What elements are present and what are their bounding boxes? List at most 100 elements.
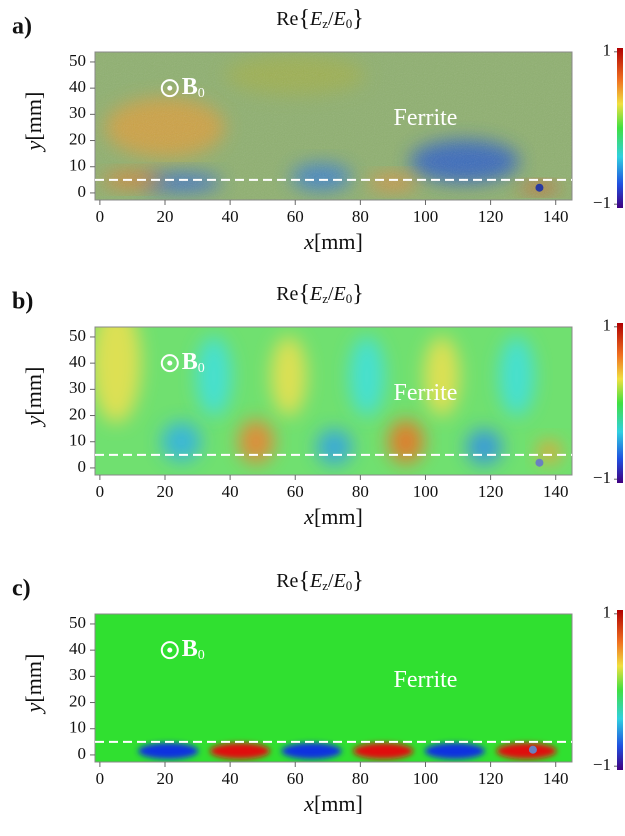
material-label: Ferrite [393, 380, 457, 406]
x-label-unit: [mm] [314, 229, 363, 254]
title-part: Re [276, 8, 298, 30]
title-part: { [298, 281, 310, 307]
x-tick-label: 120 [478, 769, 504, 788]
field-symbol-dot [167, 85, 173, 91]
colorbar-tick-label: −1 [593, 193, 611, 212]
source-point [535, 458, 544, 467]
x-tick-label: 40 [222, 482, 239, 501]
field-noise [95, 52, 572, 200]
colorbar [617, 610, 623, 770]
field-label-main: B [182, 636, 198, 662]
y-tick-label: 10 [69, 718, 86, 737]
x-tick-label: 0 [96, 769, 105, 788]
title-part: / [328, 8, 334, 30]
field [95, 327, 572, 475]
x-tick-label: 20 [157, 769, 174, 788]
y-tick-label: 30 [69, 378, 86, 397]
x-tick-label: 40 [222, 769, 239, 788]
x-tick-label: 120 [478, 482, 504, 501]
colorbar-tick-label: 1 [603, 603, 612, 622]
title-part: E [309, 570, 322, 592]
field-blob [316, 428, 353, 465]
y-label-unit: [mm] [21, 92, 46, 141]
plot-frame [94, 51, 573, 201]
y-label-var: y [21, 415, 46, 427]
title-part: / [328, 570, 334, 592]
title-part: z [322, 291, 328, 306]
x-label-var: x [303, 504, 314, 529]
field-label: B0 [182, 636, 205, 664]
chart-title: Re{Ez/E0} [276, 6, 364, 32]
title-part: { [298, 6, 310, 32]
material-label: Ferrite [393, 105, 457, 131]
title-part: Re [276, 570, 298, 592]
field-label: B0 [182, 349, 205, 377]
x-axis-label: x[mm] [303, 229, 363, 254]
x-tick-label: 60 [287, 769, 304, 788]
y-tick-label: 20 [69, 404, 86, 423]
x-tick-label: 80 [352, 207, 369, 226]
x-tick-label: 0 [96, 482, 105, 501]
field-label-sub: 0 [198, 86, 205, 101]
title-part: E [333, 8, 346, 30]
field-blob [423, 336, 460, 417]
title-part: 0 [346, 578, 353, 593]
plot-frame [94, 326, 573, 476]
field-label-main: B [182, 349, 198, 375]
field-label-main: B [182, 74, 198, 100]
field-symbol [160, 641, 179, 660]
x-axis-label: x[mm] [303, 791, 363, 816]
material-label: Ferrite [393, 667, 457, 693]
y-label-unit: [mm] [21, 654, 46, 703]
title-part: E [333, 570, 346, 592]
field-symbol-dot [167, 647, 173, 653]
x-tick-label: 100 [413, 769, 439, 788]
colorbar-tick-label: 1 [603, 316, 612, 335]
field-mode [138, 742, 199, 759]
x-tick-label: 80 [352, 482, 369, 501]
x-label-var: x [303, 791, 314, 816]
x-tick-label: 60 [287, 207, 304, 226]
y-tick-label: 50 [69, 326, 86, 345]
chart-title: Re{Ez/E0} [276, 281, 364, 307]
x-tick-label: 40 [222, 207, 239, 226]
field-blob [95, 327, 142, 424]
field-blob [387, 419, 424, 464]
y-tick-label: 50 [69, 51, 86, 70]
title-part: Re [276, 283, 298, 305]
field-label-sub: 0 [198, 648, 205, 663]
colorbar [617, 48, 623, 208]
field-mode [496, 742, 557, 759]
field-blob [238, 419, 275, 464]
y-tick-label: 40 [69, 77, 86, 96]
title-part: E [333, 283, 346, 305]
y-label-var: y [21, 140, 46, 152]
y-tick-label: 10 [69, 156, 86, 175]
colorbar-tick-label: −1 [593, 755, 611, 774]
y-tick-label: 50 [69, 613, 86, 632]
colorbar-tick-label: 1 [603, 41, 612, 60]
y-tick-label: 0 [78, 744, 87, 763]
y-axis-label: y[mm] [21, 92, 46, 153]
chart-title: Re{Ez/E0} [276, 568, 364, 594]
title-part: E [309, 8, 322, 30]
field-base [95, 614, 572, 762]
y-label-var: y [21, 702, 46, 714]
title-part: / [328, 283, 334, 305]
panel-label: c) [12, 576, 31, 602]
field-blob [498, 336, 535, 417]
title-part: z [322, 16, 328, 31]
x-tick-label: 0 [96, 207, 105, 226]
y-axis-label: y[mm] [21, 367, 46, 428]
x-tick-label: 140 [543, 769, 569, 788]
y-tick-label: 20 [69, 129, 86, 148]
y-tick-label: 20 [69, 691, 86, 710]
title-part: } [352, 281, 364, 307]
x-label-unit: [mm] [314, 791, 363, 816]
field-mode [424, 742, 485, 759]
field-symbol [160, 354, 179, 373]
x-tick-label: 140 [543, 207, 569, 226]
x-label-var: x [303, 229, 314, 254]
